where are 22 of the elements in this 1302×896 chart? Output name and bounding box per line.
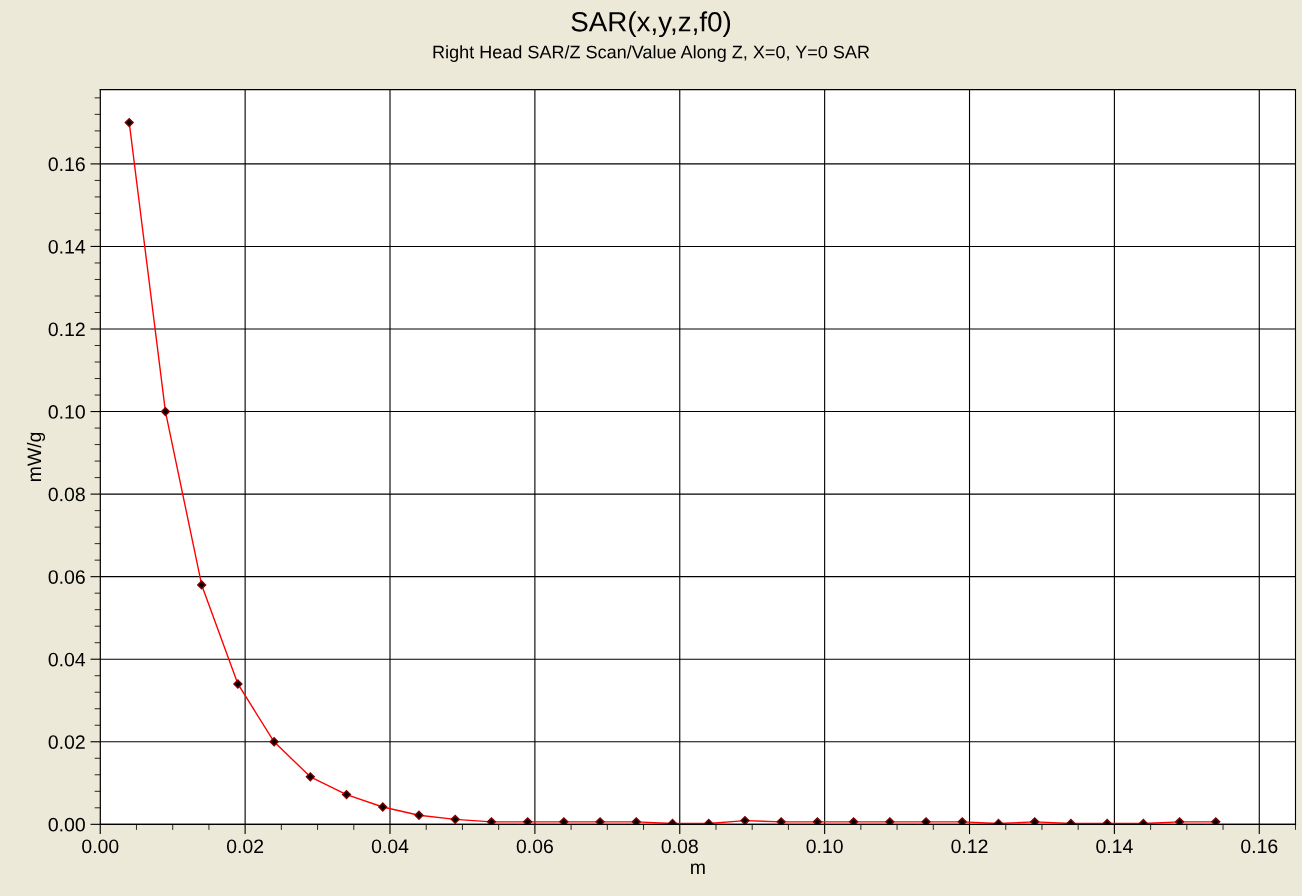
x-tick-label: 0.12 bbox=[951, 839, 988, 854]
y-tick-label: 0.08 bbox=[48, 487, 85, 502]
chart-title: SAR(x,y,z,f0) bbox=[571, 11, 731, 38]
y-axis-title: mW/g bbox=[26, 432, 46, 482]
x-axis-title: m bbox=[691, 863, 705, 874]
y-tick-label: 0.16 bbox=[48, 157, 85, 172]
y-tick-label: 0.14 bbox=[48, 239, 86, 254]
y-tick-label: 0.06 bbox=[48, 570, 85, 584]
x-tick-label: 0.06 bbox=[516, 839, 553, 854]
x-tick-label: 0.04 bbox=[371, 839, 409, 854]
x-tick-label: 0.16 bbox=[1241, 839, 1278, 854]
y-tick-label: 0.00 bbox=[48, 817, 85, 832]
y-tick-label: 0.02 bbox=[48, 735, 85, 749]
x-tick-label: 0.08 bbox=[661, 839, 698, 854]
y-tick-label: 0.12 bbox=[48, 322, 85, 337]
x-tick-label: 0.02 bbox=[226, 839, 264, 854]
y-tick-label: 0.10 bbox=[48, 405, 85, 419]
chart-subtitle: Right Head SAR/Z Scan/Value Along Z, X=0, Y=0 SAR bbox=[433, 45, 870, 62]
x-tick-label: 0.00 bbox=[82, 839, 119, 854]
y-tick-label: 0.04 bbox=[48, 652, 86, 667]
x-tick-label: 0.14 bbox=[1096, 839, 1133, 854]
x-tick-label: 0.10 bbox=[806, 839, 843, 854]
